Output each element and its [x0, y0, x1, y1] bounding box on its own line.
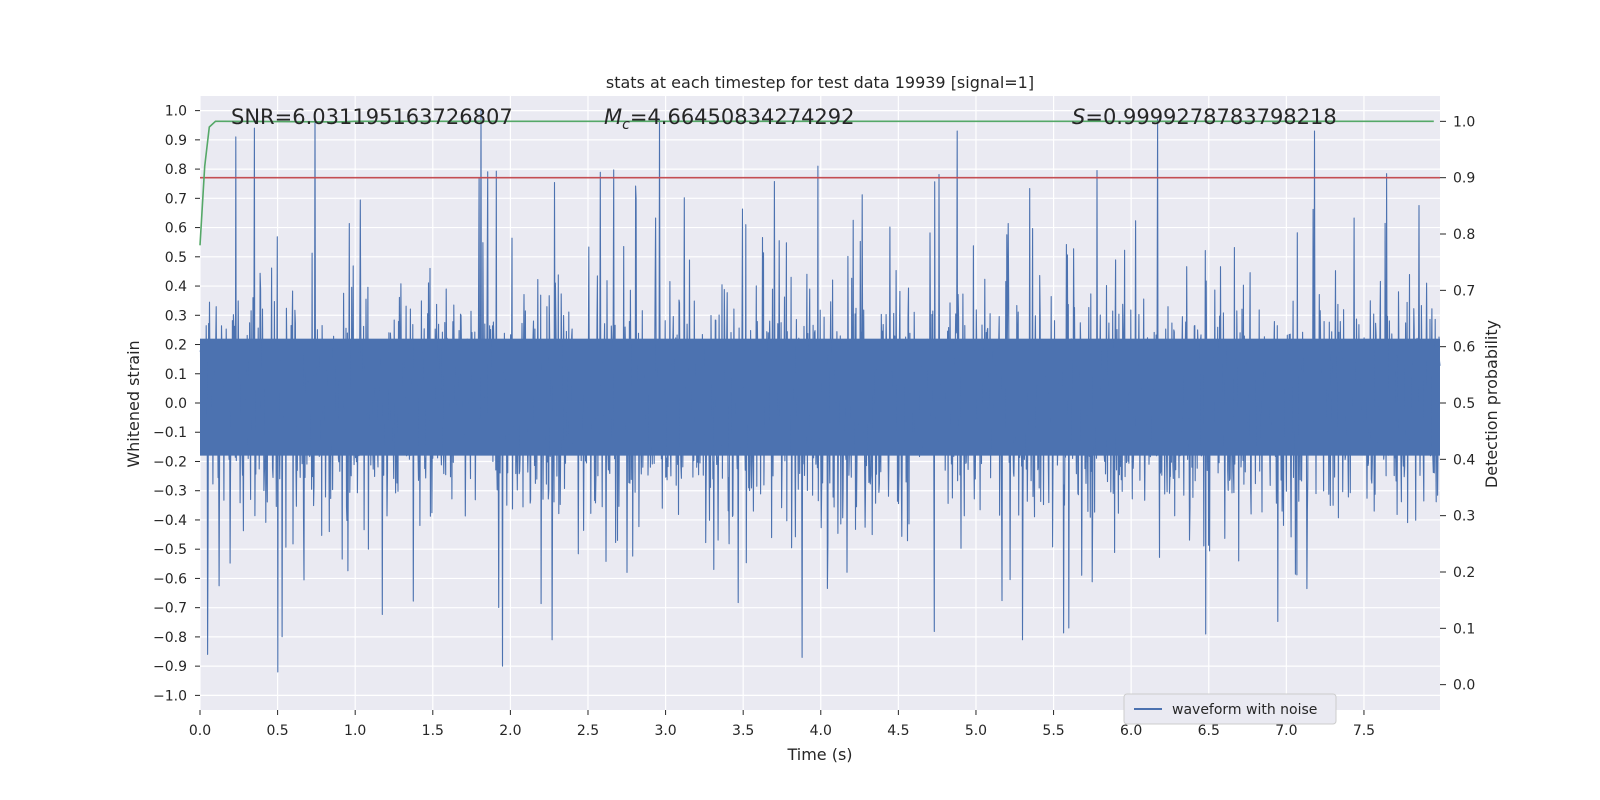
chirp-mass-annotation: Mc=4.66450834274292 — [604, 105, 855, 133]
x-tick-label: 2.0 — [499, 723, 521, 739]
y-left-tick-label: −0.8 — [153, 630, 187, 646]
y-right-axis-label: Detection probability — [1482, 320, 1501, 488]
y-right-tick-label: 0.8 — [1453, 227, 1475, 243]
mc-value: =4.66450834274292 — [630, 105, 855, 129]
x-tick-label: 3.5 — [732, 723, 754, 739]
x-axis-label: Time (s) — [786, 745, 852, 764]
x-tick-label: 7.5 — [1353, 723, 1375, 739]
y-left-tick-label: 0.1 — [165, 367, 187, 383]
waveform-series — [199, 110, 1441, 673]
x-tick-label: 1.0 — [344, 723, 366, 739]
y-left-tick-label: 0.4 — [165, 279, 187, 295]
probability-series — [199, 120, 1440, 246]
y-right-tick-label: 0.7 — [1453, 283, 1475, 299]
y-left-tick-label: −0.3 — [153, 484, 187, 500]
y-left-tick-label: 0.8 — [165, 162, 187, 178]
y-left-tick-label: 0.6 — [165, 221, 187, 237]
x-axis-ticks: 0.0 0.5 1.0 1.5 2.0 2.5 3.0 3.5 4.0 4.5 5.0 5.5 6.0 6… — [189, 710, 1375, 739]
y-left-tick-label: 0.5 — [165, 250, 187, 266]
y-left-tick-label: −1.0 — [153, 688, 187, 704]
y-left-axis-label: Whitened strain — [124, 340, 143, 467]
legend-box — [1123, 693, 1337, 725]
mc-subscript: c — [622, 117, 630, 133]
score-annotation: S=0.9999278783798218 — [1072, 105, 1337, 129]
y-left-tick-label: 0.9 — [165, 133, 187, 149]
y-left-tick-label: 1.0 — [165, 104, 187, 120]
y-right-tick-label: 0.3 — [1453, 509, 1475, 525]
y-left-tick-label: −0.1 — [153, 425, 187, 441]
x-tick-label: 2.5 — [577, 723, 599, 739]
legend: waveform with noise — [1123, 693, 1337, 725]
y-right-tick-label: 0.2 — [1453, 565, 1475, 581]
x-tick-label: 7.0 — [1275, 723, 1297, 739]
y-right-tick-label: 1.0 — [1453, 114, 1475, 130]
snr-annotation: SNR=6.031195163726807 — [231, 105, 513, 129]
x-tick-label: 4.5 — [887, 723, 909, 739]
x-tick-label: 6.5 — [1198, 723, 1220, 739]
x-tick-label: 0.0 — [189, 723, 211, 739]
y-right-tick-label: 0.4 — [1453, 452, 1475, 468]
s-value: =0.9999278783798218 — [1085, 105, 1336, 129]
y-left-tick-label: 0.7 — [165, 191, 187, 207]
y-left-tick-label: 0.3 — [165, 308, 187, 324]
x-tick-label: 0.5 — [266, 723, 288, 739]
y-left-tick-label: −0.4 — [153, 513, 187, 529]
probability-line — [199, 120, 1434, 246]
legend-label-waveform: waveform with noise — [1172, 702, 1317, 718]
y-left-tick-label: −0.6 — [153, 571, 187, 587]
y-right-axis-ticks: 1.0 0.9 0.8 0.7 0.6 0.5 0.4 0.3 0.2 0.1 0.0 — [1440, 114, 1475, 694]
x-tick-label: 5.5 — [1042, 723, 1064, 739]
y-right-tick-label: 0.6 — [1453, 340, 1475, 356]
y-left-axis-ticks: 1.0 0.9 0.8 0.7 0.6 0.5 0.4 0.3 0.2 0.1 0.0 −0.1 −0.… — [153, 104, 200, 704]
x-tick-label: 1.5 — [422, 723, 444, 739]
x-tick-label: 4.0 — [810, 723, 832, 739]
s-symbol: S — [1072, 105, 1085, 129]
x-tick-label: 3.0 — [654, 723, 676, 739]
waveform-line — [199, 110, 1441, 673]
y-left-tick-label: −0.2 — [153, 454, 187, 470]
x-tick-label: 6.0 — [1120, 723, 1142, 739]
y-left-tick-label: −0.7 — [153, 601, 187, 617]
y-right-tick-label: 0.1 — [1453, 621, 1475, 637]
y-left-tick-label: 0.0 — [165, 396, 187, 412]
y-left-tick-label: −0.9 — [153, 659, 187, 675]
y-right-tick-label: 0.5 — [1453, 396, 1475, 412]
y-left-tick-label: −0.5 — [153, 542, 187, 558]
mc-symbol: M — [604, 105, 622, 129]
y-left-tick-label: 0.2 — [165, 338, 187, 354]
y-right-tick-label: 0.9 — [1453, 171, 1475, 187]
y-right-tick-label: 0.0 — [1453, 678, 1475, 694]
chart-title: stats at each timestep for test data 199… — [606, 73, 1034, 92]
x-tick-label: 5.0 — [965, 723, 987, 739]
